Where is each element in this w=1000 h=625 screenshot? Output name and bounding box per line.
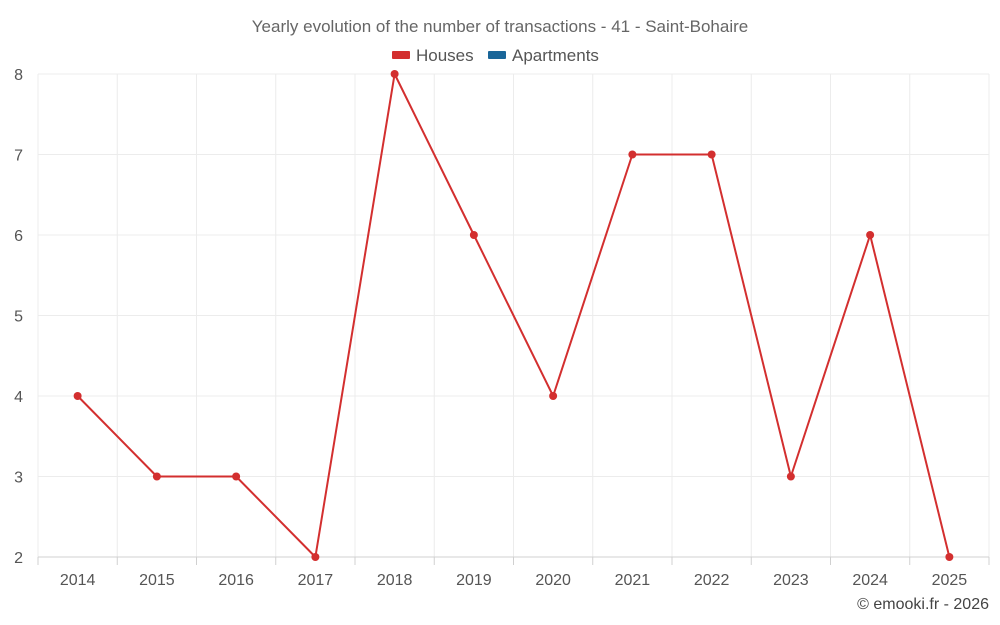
x-tick-label: 2014 — [60, 572, 96, 589]
data-point[interactable] — [232, 472, 241, 481]
y-axis-ticks: 2 3 4 5 6 7 8 — [14, 67, 23, 567]
y-tick-label: 8 — [14, 67, 23, 84]
y-tick-label: 2 — [14, 550, 23, 567]
x-tick-label: 2017 — [298, 572, 334, 589]
data-point[interactable] — [73, 392, 82, 400]
x-tick-label: 2015 — [139, 572, 175, 589]
x-tick-label: 2021 — [615, 572, 651, 589]
data-point[interactable] — [628, 150, 637, 159]
x-axis-ticks: 2014 2015 2016 2017 2018 2019 2020 2021 2022 2023… — [60, 572, 967, 589]
x-tick-label: 2018 — [377, 572, 413, 589]
data-point[interactable] — [786, 472, 795, 481]
y-tick-label: 5 — [14, 309, 23, 326]
legend[interactable]: Houses Apartments — [392, 46, 599, 65]
data-point[interactable] — [549, 392, 558, 400]
data-point[interactable] — [945, 553, 954, 561]
legend-swatch-apartments — [488, 51, 506, 59]
data-point[interactable] — [707, 150, 716, 159]
data-point[interactable] — [469, 231, 478, 239]
data-point[interactable] — [152, 472, 161, 481]
series-line-houses — [76, 73, 951, 558]
data-point[interactable] — [866, 231, 875, 239]
y-tick-label: 6 — [14, 228, 23, 245]
x-tick-label: 2025 — [932, 572, 968, 589]
y-tick-label: 4 — [14, 389, 23, 406]
x-tick-label: 2023 — [773, 572, 809, 589]
series-layer — [73, 70, 954, 561]
legend-swatch-houses — [392, 51, 410, 59]
chart-title: Yearly evolution of the number of transa… — [252, 17, 748, 36]
legend-label-houses: Houses — [416, 46, 474, 65]
axes — [37, 556, 990, 565]
legend-label-apartments: Apartments — [512, 46, 599, 65]
legend-item-houses[interactable]: Houses — [392, 46, 474, 65]
legend-item-apartments[interactable]: Apartments — [488, 46, 599, 65]
data-point[interactable] — [390, 70, 399, 78]
y-tick-label: 7 — [14, 148, 23, 165]
x-tick-label: 2024 — [852, 572, 888, 589]
y-tick-label: 3 — [14, 470, 23, 487]
x-tick-label: 2022 — [694, 572, 730, 589]
x-tick-label: 2020 — [535, 572, 571, 589]
x-tick-label: 2016 — [218, 572, 254, 589]
credit-text: © emooki.fr - 2026 — [857, 596, 989, 613]
data-point[interactable] — [311, 553, 320, 561]
x-tick-label: 2019 — [456, 572, 492, 589]
